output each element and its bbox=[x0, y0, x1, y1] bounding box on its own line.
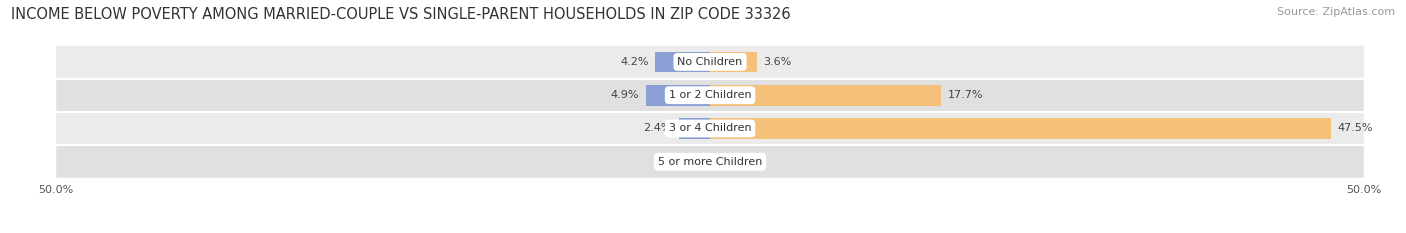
FancyBboxPatch shape bbox=[56, 146, 1364, 178]
Text: 0.0%: 0.0% bbox=[717, 157, 745, 167]
Text: 1 or 2 Children: 1 or 2 Children bbox=[669, 90, 751, 100]
Bar bbox=[710, 118, 1331, 139]
Bar bbox=[679, 118, 710, 139]
Text: 2.4%: 2.4% bbox=[644, 123, 672, 134]
Text: 5 or more Children: 5 or more Children bbox=[658, 157, 762, 167]
Text: 3 or 4 Children: 3 or 4 Children bbox=[669, 123, 751, 134]
Text: No Children: No Children bbox=[678, 57, 742, 67]
FancyBboxPatch shape bbox=[56, 113, 1364, 144]
Bar bbox=[710, 51, 756, 72]
Text: 0.0%: 0.0% bbox=[675, 157, 703, 167]
FancyBboxPatch shape bbox=[56, 46, 1364, 78]
Text: 3.6%: 3.6% bbox=[763, 57, 792, 67]
Legend: Married Couples, Single Parents: Married Couples, Single Parents bbox=[600, 230, 820, 233]
Text: 4.2%: 4.2% bbox=[620, 57, 648, 67]
FancyBboxPatch shape bbox=[56, 79, 1364, 111]
Bar bbox=[645, 85, 710, 106]
Bar bbox=[710, 85, 942, 106]
Text: 47.5%: 47.5% bbox=[1337, 123, 1374, 134]
Text: Source: ZipAtlas.com: Source: ZipAtlas.com bbox=[1277, 7, 1395, 17]
Bar bbox=[655, 51, 710, 72]
Text: 4.9%: 4.9% bbox=[612, 90, 640, 100]
Text: 17.7%: 17.7% bbox=[948, 90, 984, 100]
Text: INCOME BELOW POVERTY AMONG MARRIED-COUPLE VS SINGLE-PARENT HOUSEHOLDS IN ZIP COD: INCOME BELOW POVERTY AMONG MARRIED-COUPL… bbox=[11, 7, 790, 22]
